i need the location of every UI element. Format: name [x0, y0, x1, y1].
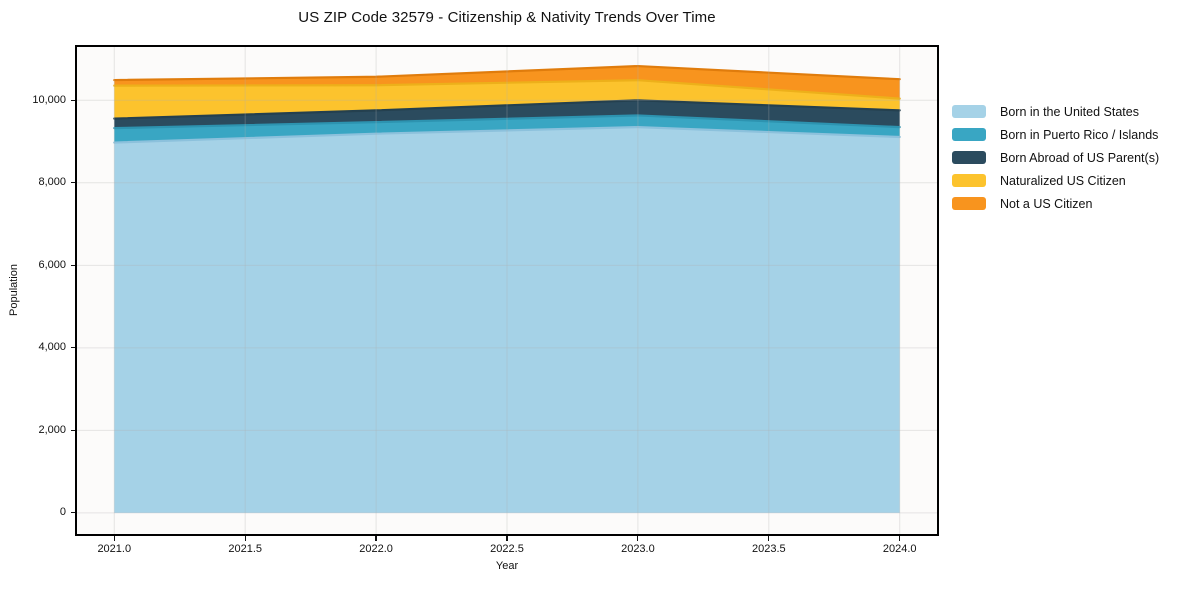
area-series: [114, 80, 900, 119]
legend: Born in the United States Born in Puerto …: [952, 104, 1159, 219]
stacked-area-chart: [75, 45, 939, 536]
x-tick-mark: [244, 536, 246, 541]
x-tick-label: 2023.0: [621, 543, 655, 555]
legend-item: Born in Puerto Rico / Islands: [952, 127, 1159, 142]
axes-frame: [75, 45, 939, 536]
legend-swatch: [952, 174, 986, 187]
legend-swatch: [952, 105, 986, 118]
y-tick-mark: [70, 347, 75, 349]
area-series-edge: [113, 114, 901, 130]
x-axis-label: Year: [495, 560, 519, 572]
y-tick-label: 8,000: [38, 176, 66, 189]
x-tick-label: 2024.0: [882, 543, 917, 555]
y-tick-mark: [70, 512, 75, 514]
area-series: [114, 100, 900, 129]
y-tick-mark: [70, 264, 75, 266]
legend-label: Born in Puerto Rico / Islands: [1000, 127, 1159, 142]
legend-item: Born in the United States: [952, 104, 1159, 119]
plot-area: [75, 45, 939, 536]
area-series: [114, 127, 900, 513]
y-tick-label: 2,000: [38, 423, 66, 436]
legend-item: Born Abroad of US Parent(s): [952, 150, 1159, 165]
y-tick-mark: [70, 99, 75, 101]
x-tick-mark: [375, 536, 377, 541]
legend-swatch: [952, 128, 986, 141]
x-tick-mark: [768, 536, 770, 541]
x-tick-label: 2022.0: [359, 543, 393, 555]
x-tick-mark: [637, 536, 639, 541]
legend-swatch: [952, 197, 986, 210]
x-tick-label: 2021.5: [228, 543, 262, 555]
legend-item: Naturalized US Citizen: [952, 173, 1159, 188]
x-tick-mark: [899, 536, 901, 541]
legend-label: Born Abroad of US Parent(s): [1000, 150, 1160, 165]
y-tick-label: 10,000: [32, 93, 66, 106]
legend-label: Not a US Citizen: [1000, 196, 1093, 211]
y-tick-label: 4,000: [38, 341, 66, 354]
area-series-edge: [113, 126, 901, 144]
x-tick-mark: [113, 536, 115, 541]
y-tick-mark: [70, 182, 75, 184]
x-tick-mark: [506, 536, 508, 541]
legend-label: Naturalized US Citizen: [1000, 173, 1126, 188]
area-series-edge: [113, 99, 901, 120]
x-tick-label: 2023.5: [751, 543, 786, 555]
legend-label: Born in the United States: [1000, 104, 1139, 119]
x-tick-label: 2022.5: [490, 543, 524, 555]
area-series-edge: [113, 64, 901, 82]
y-tick-label: 6,000: [38, 258, 66, 271]
y-tick-label: 0: [59, 506, 66, 519]
y-tick-mark: [70, 429, 75, 431]
legend-item: Not a US Citizen: [952, 196, 1159, 211]
area-series-edge: [113, 79, 901, 100]
chart-title: US ZIP Code 32579 - Citizenship & Nativi…: [298, 9, 716, 26]
x-tick-label: 2021.0: [97, 543, 132, 555]
legend-swatch: [952, 151, 986, 164]
